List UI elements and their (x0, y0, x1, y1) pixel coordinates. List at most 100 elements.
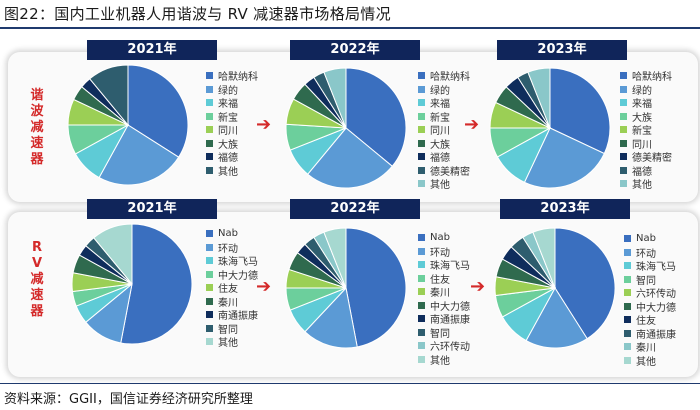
legend-swatch (418, 85, 425, 93)
pie-slice (89, 64, 129, 127)
legend-swatch (206, 297, 213, 305)
legend-item: 南通振康 (418, 312, 470, 326)
legend-label: 大族 (430, 139, 450, 151)
legend-swatch (206, 311, 213, 319)
legend-item: 珠海飞马 (418, 258, 470, 272)
arrow-right-icon: ➔ (256, 114, 272, 135)
legend-swatch (624, 235, 631, 243)
legend-item: 福德 (206, 150, 258, 164)
legend-label: 中大力德 (218, 270, 258, 282)
legend-swatch (206, 243, 213, 251)
pie-slice (304, 286, 358, 349)
legend-label: 哈默纳科 (430, 72, 470, 84)
legend-label: 环动 (218, 243, 238, 255)
pie-slice (345, 67, 407, 167)
legend-item: 德美精密 (418, 164, 470, 178)
legend-item: 珠海飞马 (206, 254, 258, 268)
legend-item: 大族 (418, 137, 470, 151)
legend-item: 其他 (418, 353, 470, 367)
legend-swatch (206, 257, 213, 265)
legend-item: 新宝 (620, 123, 672, 137)
legend-label: 中大力德 (430, 301, 470, 313)
legend-swatch (206, 324, 213, 332)
legend-item: 哈默纳科 (418, 69, 470, 83)
legend-swatch (418, 126, 425, 134)
legend-item: 同川 (620, 137, 672, 151)
pie-rv-2021 (71, 223, 193, 345)
legend-swatch (620, 112, 627, 120)
legend-item: 绿的 (206, 83, 258, 97)
legend-swatch (418, 99, 425, 107)
legend-swatch (206, 166, 213, 174)
legend-label: 其他 (636, 356, 656, 368)
arrow-right-icon: ➔ (256, 276, 272, 297)
figure-title: 图22：国内工业机器人用谐波与 RV 减速器市场格局情况 (4, 5, 391, 23)
legend-item: 智同 (624, 273, 676, 287)
legend-swatch (418, 328, 425, 336)
legend-harmonic-2021: 哈默纳科 绿的 来福 新宝 同川 大族 福德 其他 (206, 69, 258, 178)
year-header-rv-2021: 2021年 (87, 199, 217, 219)
legend-item: 南通振康 (206, 308, 258, 322)
legend-label: 来福 (632, 99, 652, 111)
legend-item: 中大力德 (624, 300, 676, 314)
legend-item: 珠海飞马 (624, 259, 676, 273)
legend-label: 德美精密 (430, 166, 470, 178)
legend-label: 住友 (430, 274, 450, 286)
legend-swatch (624, 262, 631, 270)
legend-swatch (418, 139, 425, 147)
legend-swatch (206, 72, 213, 80)
pie-harmonic-2023 (489, 67, 611, 189)
legend-item: 来福 (620, 96, 672, 110)
pie-harmonic-2022 (285, 67, 407, 189)
pie-slice (345, 227, 407, 348)
legend-label: 福德 (430, 153, 450, 165)
pie-slice (93, 223, 133, 286)
legend-item: 福德 (620, 164, 672, 178)
legend-rv-2023: Nab 环动 珠海飞马 智同 六环传动 中大力德 住友 南通振康 秦川 其他 (624, 232, 676, 368)
legend-item: 秦川 (418, 285, 470, 299)
legend-label: 福德 (218, 153, 238, 165)
legend-label: 新宝 (632, 126, 652, 138)
arrow-right-icon: ➔ (464, 114, 480, 135)
legend-label: 德美精密 (632, 153, 672, 165)
pie-slice (120, 223, 193, 345)
legend-swatch (418, 153, 425, 161)
legend-label: 大族 (218, 139, 238, 151)
legend-swatch (624, 316, 631, 324)
legend-item: 其他 (418, 177, 470, 191)
legend-item: 大族 (206, 137, 258, 151)
legend-label: 智同 (218, 324, 238, 336)
year-header-harmonic-2021: 2021年 (87, 40, 217, 60)
legend-label: 环动 (430, 247, 450, 259)
legend-label: 六环传动 (636, 289, 676, 301)
pie-rv-2023 (494, 227, 616, 349)
legend-swatch (418, 315, 425, 323)
legend-label: 其他 (430, 180, 450, 192)
legend-item: 来福 (418, 96, 470, 110)
legend-swatch (620, 126, 627, 134)
legend-item: 六环传动 (624, 286, 676, 300)
legend-item: 秦川 (206, 295, 258, 309)
legend-item: 同川 (206, 123, 258, 137)
legend-swatch (620, 153, 627, 161)
legend-harmonic-2023: 哈默纳科 绿的 来福 大族 新宝 同川 德美精密 福德 其他 (620, 69, 672, 191)
legend-label: 新宝 (218, 112, 238, 124)
legend-label: 其他 (218, 338, 238, 350)
year-header-rv-2022: 2022年 (290, 199, 420, 219)
legend-item: 六环传动 (418, 339, 470, 353)
year-header-harmonic-2022: 2022年 (290, 40, 420, 60)
legend-label: 南通振康 (636, 329, 676, 341)
legend-label: 环动 (636, 248, 656, 260)
legend-rv-2021: Nab 环动 珠海飞马 中大力德 住友 秦川 南通振康 智同 其他 (206, 227, 258, 349)
legend-item: Nab (206, 227, 258, 241)
legend-item: 环动 (206, 241, 258, 255)
legend-item: 绿的 (620, 83, 672, 97)
pie-rv-2022 (285, 227, 407, 349)
legend-item: 中大力德 (418, 299, 470, 313)
legend-swatch (206, 284, 213, 292)
legend-swatch (418, 72, 425, 80)
legend-label: 来福 (218, 99, 238, 111)
legend-swatch (418, 274, 425, 282)
legend-item: 哈默纳科 (620, 69, 672, 83)
legend-item: 来福 (206, 96, 258, 110)
